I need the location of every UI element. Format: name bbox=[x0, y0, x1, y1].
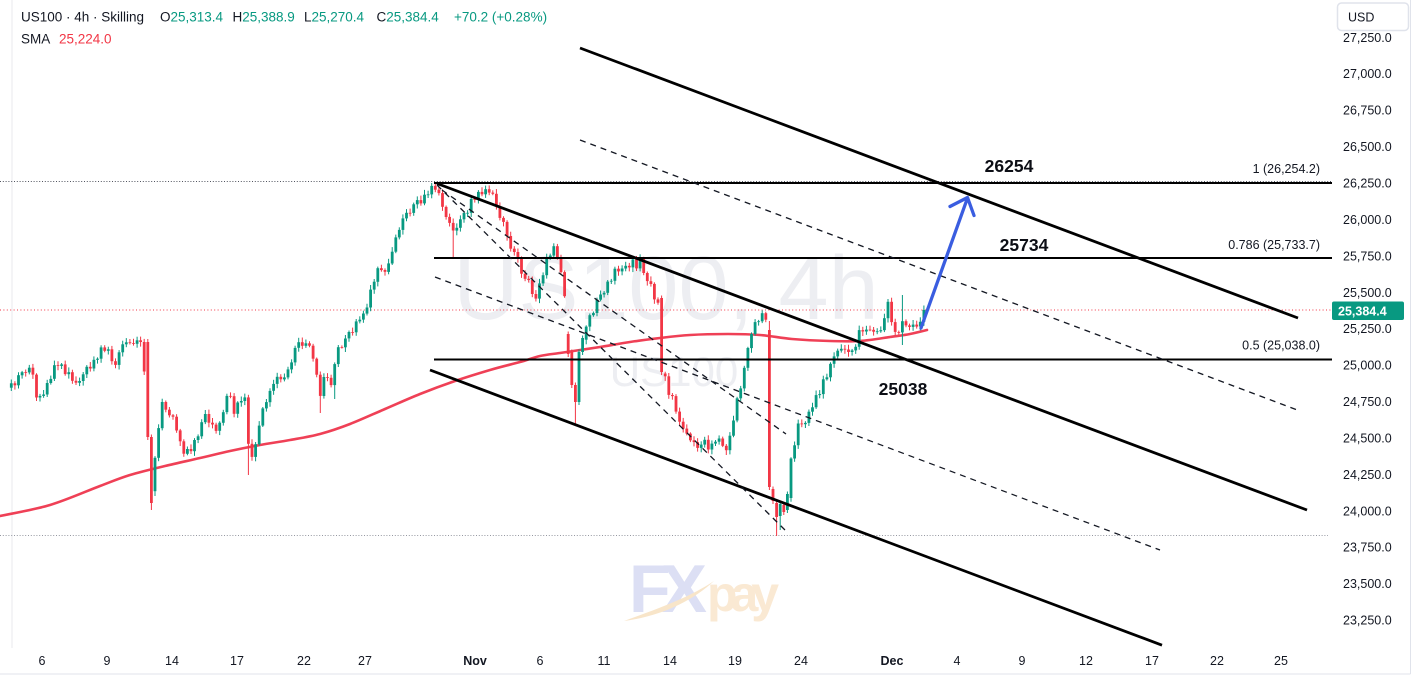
svg-text:24,250.0: 24,250.0 bbox=[1343, 468, 1392, 482]
svg-text:24,000.0: 24,000.0 bbox=[1343, 504, 1392, 518]
svg-text:pay: pay bbox=[707, 566, 779, 622]
svg-text:25,384.4: 25,384.4 bbox=[1338, 305, 1387, 319]
svg-text:USD: USD bbox=[1348, 11, 1374, 25]
svg-text:23,250.0: 23,250.0 bbox=[1343, 614, 1392, 628]
svg-text:+70.2 (+0.28%): +70.2 (+0.28%) bbox=[454, 10, 547, 25]
svg-text:24,500.0: 24,500.0 bbox=[1343, 431, 1392, 445]
svg-text:11: 11 bbox=[598, 654, 611, 668]
svg-text:26,000.0: 26,000.0 bbox=[1343, 213, 1392, 227]
svg-text:1 (26,254.2): 1 (26,254.2) bbox=[1253, 162, 1320, 176]
svg-text:22: 22 bbox=[297, 654, 311, 668]
svg-text:Dec: Dec bbox=[881, 654, 904, 668]
svg-text:9: 9 bbox=[1019, 654, 1026, 668]
svg-text:26,750.0: 26,750.0 bbox=[1343, 104, 1392, 118]
svg-text:25,000.0: 25,000.0 bbox=[1343, 359, 1392, 373]
svg-text:H25,388.9: H25,388.9 bbox=[233, 10, 295, 25]
svg-text:26,250.0: 26,250.0 bbox=[1343, 177, 1392, 191]
svg-text:25,500.0: 25,500.0 bbox=[1343, 286, 1392, 300]
svg-text:25,224.0: 25,224.0 bbox=[59, 32, 112, 47]
svg-text:O25,313.4: O25,313.4 bbox=[160, 10, 224, 25]
svg-text:0.786 (25,733.7): 0.786 (25,733.7) bbox=[1228, 238, 1320, 252]
svg-text:27,000.0: 27,000.0 bbox=[1343, 67, 1392, 81]
svg-text:22: 22 bbox=[1210, 654, 1224, 668]
svg-text:14: 14 bbox=[165, 654, 179, 668]
svg-text:27: 27 bbox=[358, 654, 372, 668]
svg-text:24: 24 bbox=[794, 654, 808, 668]
svg-text:26,500.0: 26,500.0 bbox=[1343, 140, 1392, 154]
svg-text:25,750.0: 25,750.0 bbox=[1343, 249, 1392, 263]
svg-text:25038: 25038 bbox=[879, 379, 928, 399]
svg-text:24,750.0: 24,750.0 bbox=[1343, 395, 1392, 409]
svg-text:25,250.0: 25,250.0 bbox=[1343, 322, 1392, 336]
svg-text:27,250.0: 27,250.0 bbox=[1343, 31, 1392, 45]
svg-text:6: 6 bbox=[39, 654, 46, 668]
svg-text:14: 14 bbox=[663, 654, 677, 668]
svg-text:17: 17 bbox=[1145, 654, 1159, 668]
svg-text:0.5 (25,038.0): 0.5 (25,038.0) bbox=[1242, 339, 1320, 353]
svg-text:23,750.0: 23,750.0 bbox=[1343, 541, 1392, 555]
svg-text:17: 17 bbox=[230, 654, 244, 668]
svg-text:C25,384.4: C25,384.4 bbox=[377, 10, 440, 25]
svg-text:23,500.0: 23,500.0 bbox=[1343, 577, 1392, 591]
svg-text:FX: FX bbox=[629, 551, 707, 627]
svg-text:9: 9 bbox=[104, 654, 111, 668]
svg-text:12: 12 bbox=[1079, 654, 1093, 668]
svg-text:19: 19 bbox=[728, 654, 742, 668]
svg-text:26254: 26254 bbox=[985, 156, 1034, 176]
svg-text:4: 4 bbox=[954, 654, 961, 668]
svg-text:L25,270.4: L25,270.4 bbox=[304, 10, 365, 25]
svg-text:US100 · 4h · Skilling: US100 · 4h · Skilling bbox=[21, 10, 144, 25]
svg-text:6: 6 bbox=[537, 654, 544, 668]
svg-text:25734: 25734 bbox=[1000, 235, 1049, 255]
svg-text:Nov: Nov bbox=[463, 654, 487, 668]
svg-text:SMA: SMA bbox=[21, 32, 50, 47]
svg-text:25: 25 bbox=[1274, 654, 1288, 668]
svg-text:US100: US100 bbox=[610, 348, 738, 395]
